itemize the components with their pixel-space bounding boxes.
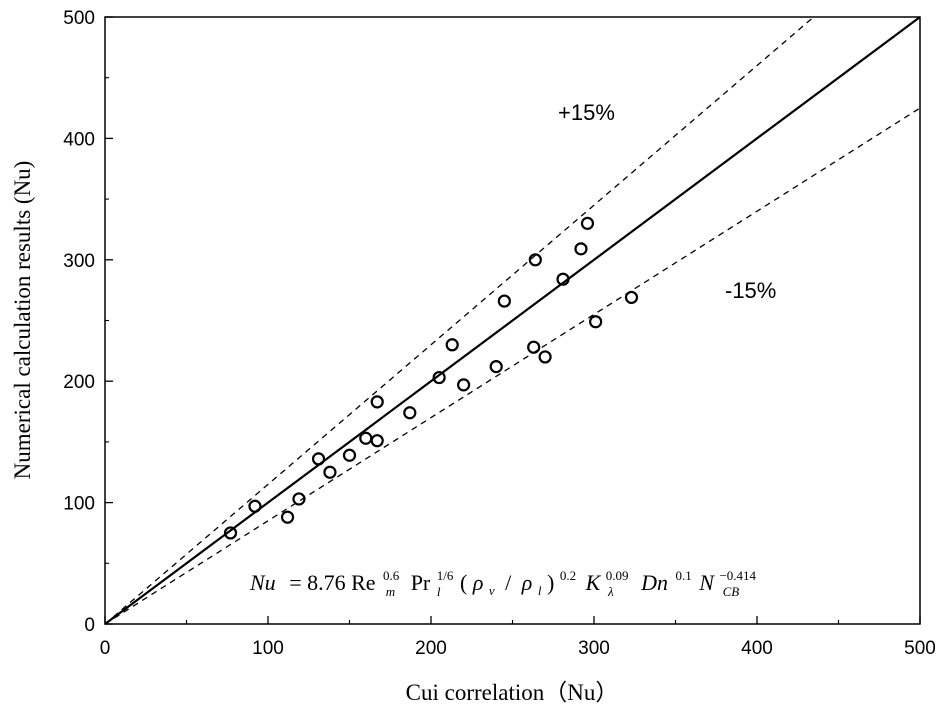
- eq-paren-sup: 0.2: [560, 568, 576, 583]
- data-point: [311, 452, 326, 466]
- eq-coef: = 8.76 Re: [289, 570, 375, 595]
- data-point: [589, 315, 603, 329]
- reference-lines: [104, 16, 921, 625]
- data-point: [556, 272, 570, 286]
- eq-re-sub: m: [386, 584, 395, 599]
- eq-pr-sup: 1/6: [437, 568, 454, 583]
- eq-k: K: [585, 570, 602, 595]
- eq-k-sub: λ: [607, 584, 614, 599]
- eq-nu: Nu: [249, 570, 276, 595]
- y-tick-label: 400: [63, 129, 95, 150]
- data-point: [248, 499, 262, 513]
- eq-k-sup: 0.09: [606, 568, 629, 583]
- data-point: [359, 431, 373, 445]
- data-point: [457, 378, 471, 392]
- eq-re-sup: 0.6: [383, 568, 400, 583]
- plus-15-annotation: +15%: [558, 100, 615, 125]
- data-point: [280, 510, 295, 524]
- eq-pr: Pr: [411, 570, 431, 595]
- data-point: [292, 492, 306, 506]
- x-tick-label: 100: [252, 638, 284, 659]
- y-tick-label: 500: [63, 8, 95, 29]
- data-point: [323, 465, 337, 479]
- data-point: [580, 216, 595, 230]
- eq-slash: /: [505, 570, 512, 595]
- data-points: [223, 216, 639, 540]
- reference-line-parity: [104, 16, 921, 625]
- y-tick-label: 0: [84, 615, 95, 636]
- y-axis-label: Numerical calculation results (Nu): [10, 161, 35, 480]
- data-point: [432, 370, 446, 385]
- eq-n: N: [698, 570, 715, 595]
- eq-dn-sup: 0.1: [676, 568, 692, 583]
- y-axis-ticks: 0 100 200 300 400 500: [63, 8, 113, 636]
- x-tick-label: 500: [904, 638, 936, 659]
- data-point: [370, 434, 384, 448]
- data-point: [489, 360, 503, 374]
- eq-dn: Dn: [640, 570, 668, 595]
- eq-rho-l-sub: l: [538, 583, 542, 598]
- data-point: [497, 294, 511, 308]
- x-tick-label: 300: [578, 638, 610, 659]
- eq-rho-v-sub: v: [489, 583, 495, 598]
- data-point: [527, 340, 541, 354]
- eq-n-sub: CB: [723, 584, 740, 599]
- correlation-equation: Nu = 8.76 Re 0.6 m Pr 1/6 l ( ρ v / ρ l …: [249, 560, 762, 601]
- eq-rho-l: ρ: [521, 570, 533, 595]
- reference-line-minus-15: [104, 107, 921, 625]
- data-point: [574, 242, 588, 256]
- data-point: [624, 290, 639, 305]
- reference-line-plus-15: [104, 16, 815, 625]
- x-tick-label: 0: [100, 638, 111, 659]
- eq-paren-close: ): [547, 570, 554, 595]
- x-tick-label: 400: [741, 638, 773, 659]
- data-point: [445, 338, 459, 352]
- x-axis-ticks: 0 100 200 300 400 500: [100, 616, 936, 659]
- y-tick-label: 300: [63, 251, 95, 272]
- eq-n-sup: −0.414: [719, 568, 756, 583]
- data-point: [342, 448, 357, 462]
- data-point: [223, 526, 238, 540]
- y-tick-label: 100: [63, 494, 95, 515]
- x-tick-label: 200: [415, 638, 447, 659]
- eq-paren-open: (: [460, 570, 467, 595]
- x-axis-label: Cui correlation（Nu）: [406, 680, 619, 705]
- data-point: [403, 406, 417, 420]
- eq-rho-v: ρ: [472, 570, 484, 595]
- data-point: [370, 395, 384, 409]
- data-point: [528, 253, 542, 267]
- minus-15-annotation: -15%: [725, 278, 776, 303]
- eq-pr-sub: l: [437, 584, 441, 599]
- y-tick-label: 200: [63, 372, 95, 393]
- data-point: [538, 350, 552, 364]
